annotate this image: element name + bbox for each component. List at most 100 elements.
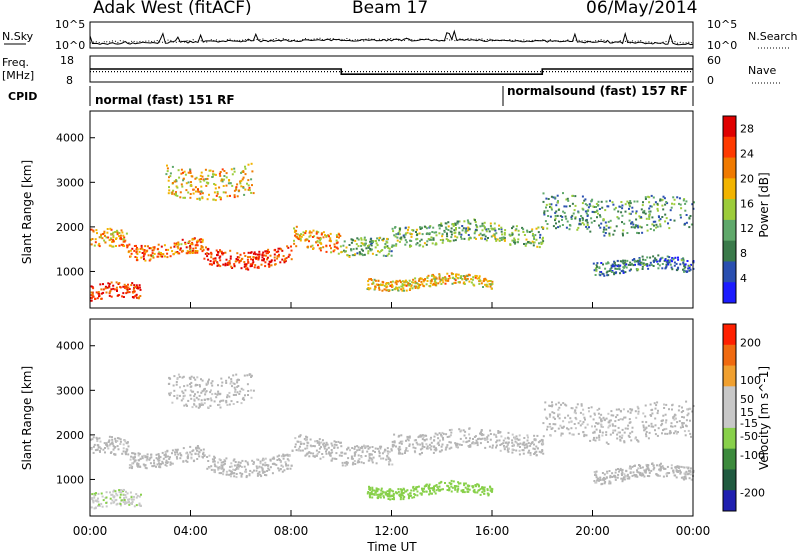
data-cell (435, 231, 438, 234)
data-cell (201, 250, 204, 253)
data-cell (602, 478, 605, 480)
data-cell (308, 451, 311, 454)
data-cell (216, 254, 219, 257)
data-cell (483, 227, 486, 230)
data-cell (619, 418, 622, 421)
data-cell (125, 232, 128, 235)
radar-title: Adak West (fitACF) (93, 0, 252, 18)
data-cell (409, 245, 411, 248)
data-cell (581, 195, 584, 198)
data-cell (248, 474, 251, 477)
data-cell (137, 463, 140, 466)
data-cell (658, 463, 661, 466)
data-cell (116, 290, 118, 292)
data-cell (236, 195, 239, 198)
data-cell (315, 449, 318, 452)
data-cell (358, 461, 360, 464)
data-cell (197, 453, 200, 456)
data-cell (302, 231, 305, 234)
data-cell (400, 288, 403, 291)
data-cell (531, 228, 534, 231)
data-cell (213, 463, 216, 466)
data-cell (175, 456, 178, 458)
data-cell (171, 165, 174, 168)
data-cell (396, 287, 399, 290)
data-cell (203, 402, 206, 405)
data-cell (463, 237, 466, 240)
data-cell (450, 272, 453, 275)
data-cell (609, 419, 612, 422)
data-cell (180, 168, 183, 171)
data-cell (371, 282, 374, 285)
y-tick-label: 4000 (56, 132, 84, 145)
data-cell (177, 169, 180, 172)
data-cell (645, 469, 647, 472)
data-cell (604, 221, 607, 224)
data-cell (235, 187, 238, 190)
data-cell (533, 438, 536, 441)
data-cell (122, 285, 125, 288)
data-cell (284, 461, 287, 464)
data-cell (617, 217, 620, 220)
data-cell (296, 233, 299, 236)
data-cell (498, 239, 501, 242)
data-cell (199, 180, 202, 183)
data-cell (412, 489, 415, 492)
data-cell (398, 434, 401, 437)
data-cell (548, 404, 551, 407)
data-cell (656, 401, 659, 404)
data-cell (396, 280, 399, 283)
data-cell (528, 231, 531, 233)
data-cell (439, 239, 442, 241)
data-cell (366, 492, 369, 495)
data-cell (622, 262, 625, 265)
data-cell (318, 438, 321, 441)
data-cell (325, 234, 328, 237)
data-cell (628, 207, 630, 210)
data-cell (456, 490, 459, 493)
data-cell (261, 256, 264, 259)
data-cell (177, 241, 180, 244)
data-cell (192, 192, 195, 195)
data-cell (213, 458, 215, 461)
data-cell (163, 255, 166, 258)
data-cell (380, 445, 383, 448)
data-cell (659, 258, 662, 261)
data-cell (182, 460, 185, 463)
data-cell (619, 272, 621, 275)
data-cell (648, 215, 651, 218)
data-cell (461, 278, 464, 280)
data-cell (141, 248, 144, 251)
data-cell (679, 469, 681, 472)
data-cell (637, 412, 640, 415)
data-cell (175, 179, 178, 181)
data-cell (692, 405, 695, 407)
data-cell (680, 411, 683, 414)
data-cell (185, 403, 188, 406)
data-cell (446, 484, 449, 487)
data-cell (212, 460, 215, 463)
data-cell (221, 252, 223, 255)
colorbar-tick-label: 8 (740, 247, 747, 260)
data-cell (439, 439, 441, 442)
data-cell (140, 256, 143, 259)
data-cell (628, 205, 631, 208)
data-cell (236, 381, 239, 384)
data-cell (381, 492, 384, 495)
data-cell (503, 448, 506, 451)
data-cell (626, 427, 629, 430)
data-cell (262, 471, 265, 474)
data-cell (150, 254, 153, 257)
colorbar-segment (723, 448, 736, 470)
data-cell (286, 453, 289, 456)
data-cell (430, 487, 433, 490)
data-cell (636, 475, 639, 478)
data-cell (644, 259, 647, 261)
data-cell (355, 247, 358, 250)
data-cell (677, 466, 680, 469)
data-cell (228, 395, 231, 398)
data-cell (548, 415, 551, 418)
data-cell (200, 178, 202, 180)
data-cell (586, 209, 589, 212)
data-cell (637, 268, 640, 271)
